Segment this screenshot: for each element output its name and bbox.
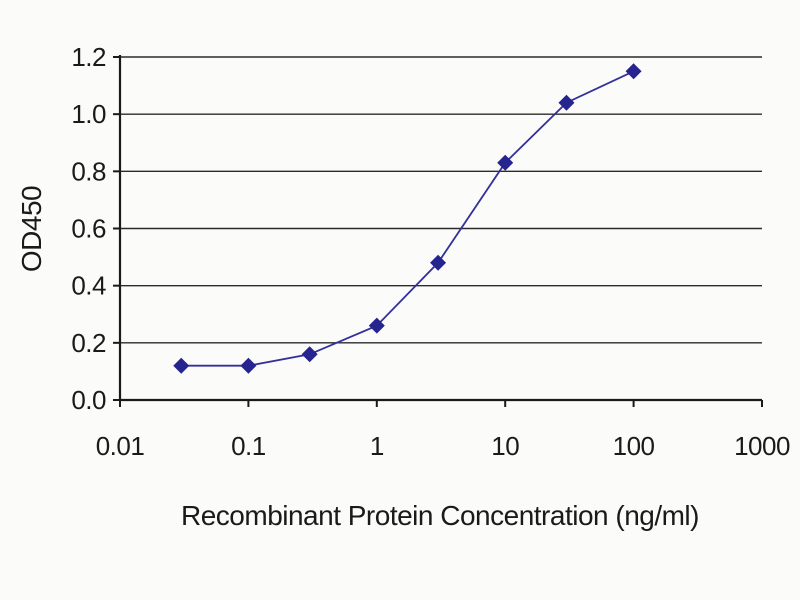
data-point-marker <box>625 63 642 80</box>
series-line <box>181 70 634 367</box>
data-point-marker <box>368 317 385 334</box>
data-point-marker <box>558 94 575 111</box>
x-tick-label: 1000 <box>734 431 790 461</box>
y-tick-label: 0.2 <box>71 328 106 358</box>
x-tick-label: 1 <box>370 431 384 461</box>
data-point-marker <box>240 357 257 374</box>
data-point-marker <box>497 154 514 171</box>
x-axis-title: Recombinant Protein Concentration (ng/ml… <box>181 500 699 531</box>
y-tick-label: 1.0 <box>71 99 106 129</box>
y-tick-label: 1.2 <box>71 42 106 72</box>
y-tick-label: 0.4 <box>71 271 106 301</box>
y-tick-label: 0.8 <box>71 156 106 186</box>
y-tick-label: 0.0 <box>71 385 106 415</box>
y-tick-label: 0.6 <box>71 214 106 244</box>
data-point-marker <box>430 254 447 271</box>
x-tick-label: 100 <box>613 431 655 461</box>
data-point-marker <box>173 357 190 374</box>
x-tick-label: 10 <box>491 431 519 461</box>
y-axis-title: OD450 <box>16 185 47 273</box>
x-tick-label: 0.1 <box>231 431 266 461</box>
data-point-marker <box>301 346 318 363</box>
x-tick-label: 0.01 <box>96 431 145 461</box>
